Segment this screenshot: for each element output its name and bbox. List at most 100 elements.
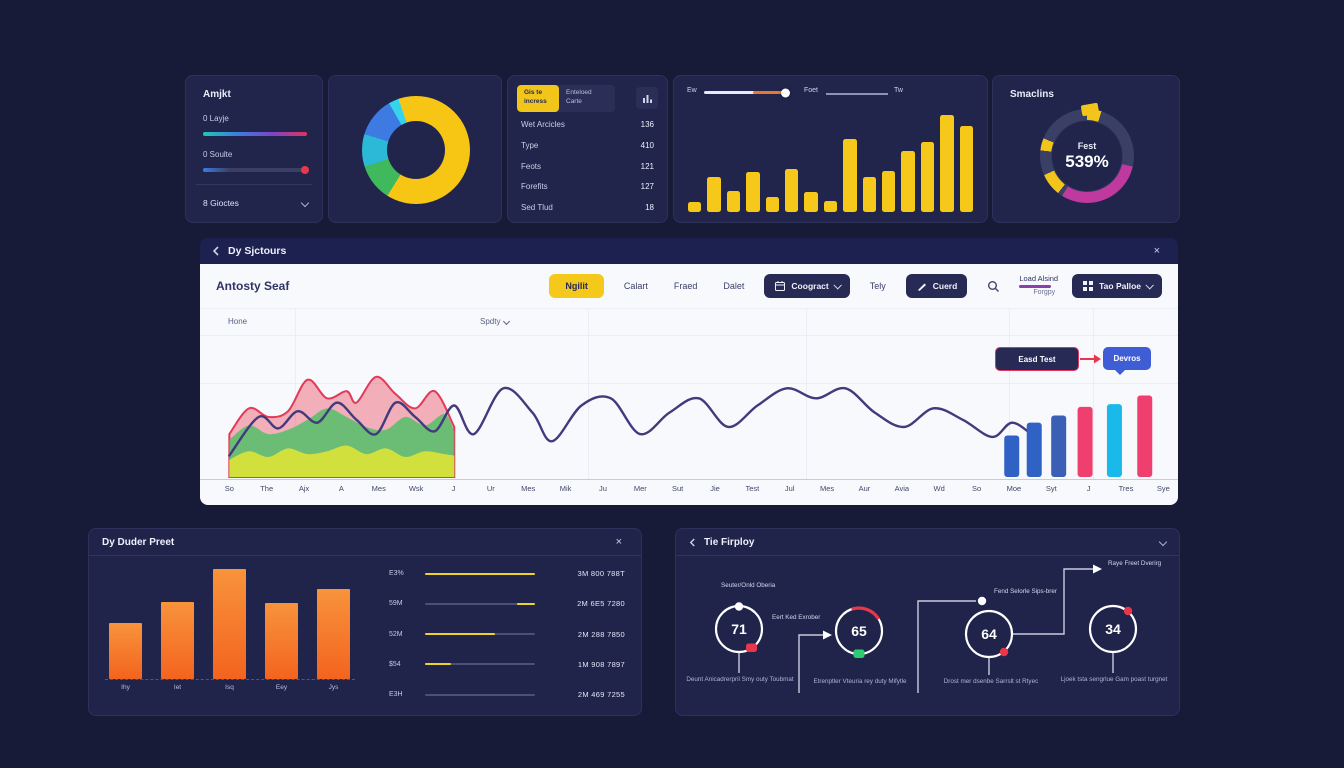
orange-bar-1[interactable]: Iet (161, 602, 194, 691)
orange-bar-2[interactable]: Isq (213, 569, 246, 691)
progress-label: 59M (389, 600, 403, 608)
combo-bar-1[interactable] (1026, 422, 1042, 477)
toolbar-button-cuerd[interactable]: Cuerd (905, 274, 968, 298)
chevron-left-icon[interactable] (212, 246, 220, 256)
toolbar-button-coogract[interactable]: Coogract (764, 274, 850, 298)
progress-fill (425, 663, 452, 666)
toolbar-item-fraed[interactable]: Fraed (668, 280, 704, 292)
linked-legend[interactable]: Load Alsind Forgpy (1019, 274, 1058, 297)
bar-report-panel: Dy Duder Preet × Ihy Iet Isq Eey Jys E3% 3M 8… (88, 528, 642, 716)
progress-row-1: 59M 2M 6E5 7280 (389, 599, 625, 608)
segmented-control: Gis te incress Enteloed Carte (517, 85, 615, 112)
yellow-bar-10 (882, 171, 896, 212)
chart-icon-button[interactable] (636, 87, 658, 109)
orange-bar-4[interactable]: Jys (317, 588, 350, 691)
category-donut-chart[interactable] (362, 96, 470, 204)
progress-track (425, 633, 535, 635)
combo-bar-4[interactable] (1106, 404, 1122, 477)
progress-value: 2M 469 7255 (577, 690, 625, 699)
sort-dropdown[interactable]: Spdty (480, 317, 511, 326)
orange-bar-chart[interactable]: Ihy Iet Isq Eey Jys (109, 569, 351, 691)
segment-active[interactable]: Gis te incress (517, 85, 559, 112)
kpi-value: 65 (851, 623, 867, 639)
segment-inactive[interactable]: Enteloed Carte (566, 89, 592, 105)
orange-bar-3[interactable]: Eey (265, 603, 298, 691)
x-tick-label: Test (745, 484, 760, 493)
combo-bar-2[interactable] (1051, 415, 1067, 477)
gridline-v (1093, 308, 1094, 479)
combo-bar-3[interactable] (1077, 406, 1093, 477)
yellow-bar-2 (726, 190, 741, 212)
kpi-top-label-1: Seuter/Onld Oberia (721, 582, 776, 589)
legend-line2: Forgpy (1033, 288, 1056, 296)
toolbar: Antosty Seaf Ngilit Calart Fraed Dalet Coogr… (200, 264, 1178, 308)
groups-dropdown[interactable]: 8 Gioctes (203, 198, 310, 208)
toolbar-item-calart[interactable]: Calart (618, 280, 654, 292)
progress-row-0: E3% 3M 800 788T (389, 569, 625, 578)
yellow-bar-6 (804, 191, 818, 212)
chevron-down-icon[interactable] (1158, 537, 1168, 547)
yellow-bar-chart[interactable] (688, 110, 974, 212)
bar-chart-icon (642, 94, 652, 103)
gridline-v (295, 308, 296, 479)
x-tick-label: Wd (933, 484, 945, 493)
kpi-node-1[interactable]: 71 (712, 602, 766, 656)
x-tick-label: Sye (1156, 484, 1170, 493)
progress-value: 3M 800 788T (577, 569, 625, 578)
stat-row-4: Sed Tlud 18 (521, 203, 654, 212)
chevron-down-icon (300, 198, 310, 208)
x-tick-label: A (338, 484, 344, 493)
yellow-bar-4 (765, 196, 780, 212)
combo-chart[interactable] (200, 324, 1178, 479)
orange-bar-label: Jys (328, 684, 339, 691)
search-button[interactable] (981, 279, 1005, 293)
kpi-top-label-4: Raye Freet Dverirg (1108, 560, 1162, 567)
close-button[interactable]: × (610, 536, 628, 549)
combo-bar-5[interactable] (1137, 395, 1153, 477)
slider-handle[interactable] (781, 88, 790, 97)
chevron-left-icon[interactable] (689, 538, 696, 547)
orange-bar-0[interactable]: Ihy (109, 622, 142, 691)
divider (196, 184, 312, 185)
progress-track (425, 663, 535, 666)
slider-handle[interactable] (301, 166, 309, 174)
kpi-caption-4: Ljoek tsta sengrlue Gam poast turgnet (1060, 676, 1168, 683)
toolbar-button-tao-palloe[interactable]: Tao Palloe (1072, 274, 1162, 298)
activity-slider[interactable] (704, 88, 790, 97)
toolbar-item-dalet[interactable]: Dalet (717, 280, 750, 292)
kpi-node-2[interactable]: 65 (832, 604, 886, 658)
toolbar-item-tely[interactable]: Tely (864, 280, 892, 292)
stat-value: 127 (640, 182, 654, 192)
yellow-bar-3 (746, 172, 760, 212)
progress-row-4: E3H 2M 469 7255 (389, 690, 625, 699)
yellow-bar-8 (843, 138, 857, 212)
x-tick-label: Jul (784, 484, 795, 493)
toolbar-button-ngilit[interactable]: Ngilit (549, 274, 604, 298)
score-gauge-chart[interactable] (1040, 102, 1134, 203)
annotation-source-button[interactable]: Easd Test (995, 347, 1079, 371)
kpi-node-3[interactable]: 64 (962, 607, 1016, 661)
main-panel-body: Antosty Seaf Ngilit Calart Fraed Dalet Coogr… (200, 264, 1178, 505)
stat-value: 18 (645, 203, 654, 212)
gradient-slider[interactable] (203, 132, 307, 136)
x-tick-label: Tres (1118, 484, 1134, 493)
yellow-bar-7 (823, 200, 838, 212)
main-panel-title: Dy Sjctours (228, 245, 287, 257)
close-button[interactable]: × (1148, 245, 1166, 258)
area-yellow (229, 445, 455, 477)
combo-bar-0[interactable] (1004, 435, 1020, 477)
metrics-card-title: Amjkt (203, 89, 231, 100)
yellow-bar-12 (920, 141, 935, 212)
yellow-bar-9 (862, 177, 877, 212)
handle-slider[interactable] (203, 166, 309, 174)
kpi-value: 64 (981, 626, 997, 642)
kpi-node-4[interactable]: 34 (1086, 602, 1140, 656)
progress-label: E3H (389, 691, 403, 698)
annotation-tooltip[interactable]: Devros (1103, 347, 1151, 375)
slider-label-1: 0 Layje (203, 114, 229, 123)
stat-value: 121 (640, 161, 654, 171)
x-tick-label: J (451, 484, 456, 493)
yellow-bar-13 (940, 115, 954, 212)
gridline-h (200, 383, 1178, 384)
annotation-arrow-icon (1080, 354, 1101, 364)
